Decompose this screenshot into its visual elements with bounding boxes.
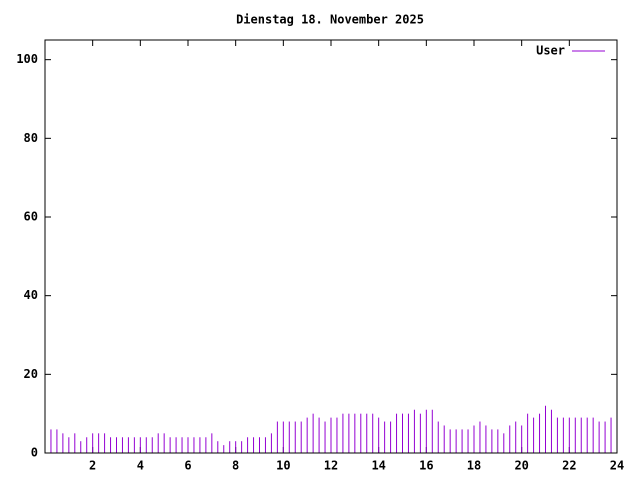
y-tick-label: 80 [24, 131, 38, 145]
x-tick-label: 12 [324, 459, 338, 473]
y-tick-label: 60 [24, 210, 38, 224]
x-tick-label: 18 [467, 459, 481, 473]
x-tick-label: 24 [610, 459, 624, 473]
x-tick-label: 22 [562, 459, 576, 473]
y-tick-label: 0 [31, 446, 38, 460]
y-tick-label: 100 [16, 52, 38, 66]
x-tick-label: 14 [371, 459, 385, 473]
x-tick-label: 20 [514, 459, 528, 473]
x-tick-label: 2 [89, 459, 96, 473]
plot-border [44, 39, 618, 454]
y-tick-label: 40 [24, 288, 38, 302]
x-tick-label: 10 [276, 459, 290, 473]
x-tick-label: 8 [232, 459, 239, 473]
x-tick-label: 16 [419, 459, 433, 473]
x-tick-label: 6 [184, 459, 191, 473]
chart-title: Dienstag 18. November 2025 [236, 13, 424, 27]
legend-label: User [536, 44, 565, 58]
x-tick-label: 4 [137, 459, 144, 473]
y-tick-label: 20 [24, 367, 38, 381]
